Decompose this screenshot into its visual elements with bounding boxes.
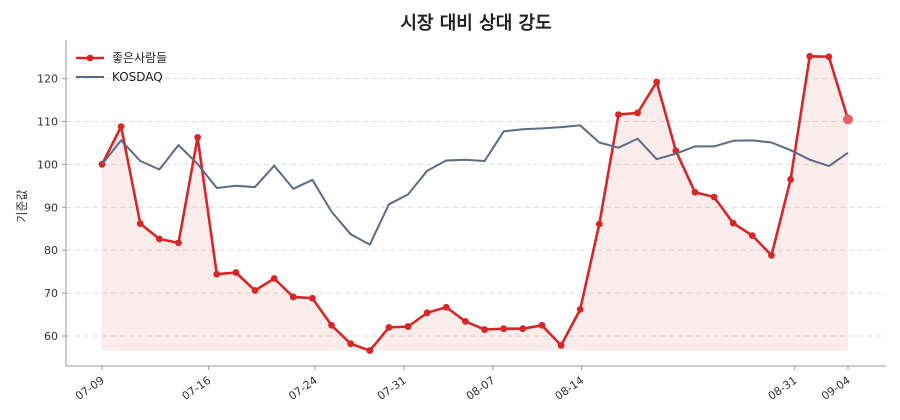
data-point [729, 219, 737, 227]
data-point [194, 133, 202, 141]
data-point [289, 293, 297, 301]
data-point [462, 317, 469, 325]
data-point [309, 294, 316, 302]
data-point [328, 321, 335, 329]
y-tick-label: 70 [44, 287, 58, 300]
legend-marker [86, 54, 94, 62]
data-point [442, 303, 450, 311]
data-point [595, 220, 603, 228]
data-point [347, 340, 355, 348]
legend-label: 좋은사람들 [112, 51, 167, 65]
series-line-0 [100, 54, 850, 352]
data-point [768, 251, 775, 259]
data-point [691, 188, 699, 196]
x-tick-label: 07-24 [286, 374, 320, 403]
chart-title: 시장 대비 상대 강도 [400, 13, 551, 34]
data-point [653, 78, 661, 86]
data-point [843, 114, 853, 125]
y-tick-label: 60 [44, 330, 58, 343]
series-fill-area [102, 56, 848, 351]
series-layer [98, 52, 853, 354]
legend: 좋은사람들 KOSDAQ [76, 51, 167, 84]
x-tick-label: 07-31 [375, 374, 409, 403]
data-point [155, 235, 163, 243]
y-tick-label: 100 [37, 158, 58, 171]
x-tick-label: 08-07 [464, 374, 498, 403]
data-point [634, 109, 641, 117]
y-axis-label: 기준값 [15, 189, 29, 222]
grid-lines [66, 78, 886, 337]
x-tick-label: 09-04 [819, 374, 853, 403]
x-tick-label: 07-09 [73, 374, 107, 403]
data-point [787, 176, 795, 183]
data-point [175, 239, 182, 247]
data-point [385, 323, 393, 331]
y-tick-label: 90 [44, 201, 58, 214]
y-tick-label: 80 [44, 244, 58, 257]
data-point [710, 193, 718, 201]
data-point [500, 325, 508, 333]
data-point [423, 309, 431, 317]
data-point [576, 305, 584, 313]
data-point [232, 269, 240, 276]
data-point [538, 321, 546, 329]
data-point [748, 232, 756, 240]
y-tick-label: 110 [37, 116, 58, 129]
data-point [825, 53, 833, 61]
data-point [615, 111, 622, 119]
data-point [481, 326, 488, 333]
legend-label: KOSDAQ [112, 70, 163, 84]
data-point [213, 270, 221, 278]
data-point [117, 123, 125, 131]
series-line-1 [101, 124, 849, 246]
data-point [366, 347, 374, 354]
y-tick-label: 120 [37, 73, 58, 86]
x-tick-label: 08-31 [766, 374, 800, 403]
data-point [519, 325, 527, 333]
x-tick-label: 08-14 [553, 374, 587, 403]
data-point [557, 342, 565, 349]
data-point [404, 323, 412, 330]
data-point [136, 220, 144, 227]
data-point [251, 287, 259, 294]
fill-layer [102, 56, 848, 351]
x-tick-label: 07-16 [180, 374, 214, 403]
data-point [270, 275, 278, 282]
data-point [806, 52, 814, 60]
